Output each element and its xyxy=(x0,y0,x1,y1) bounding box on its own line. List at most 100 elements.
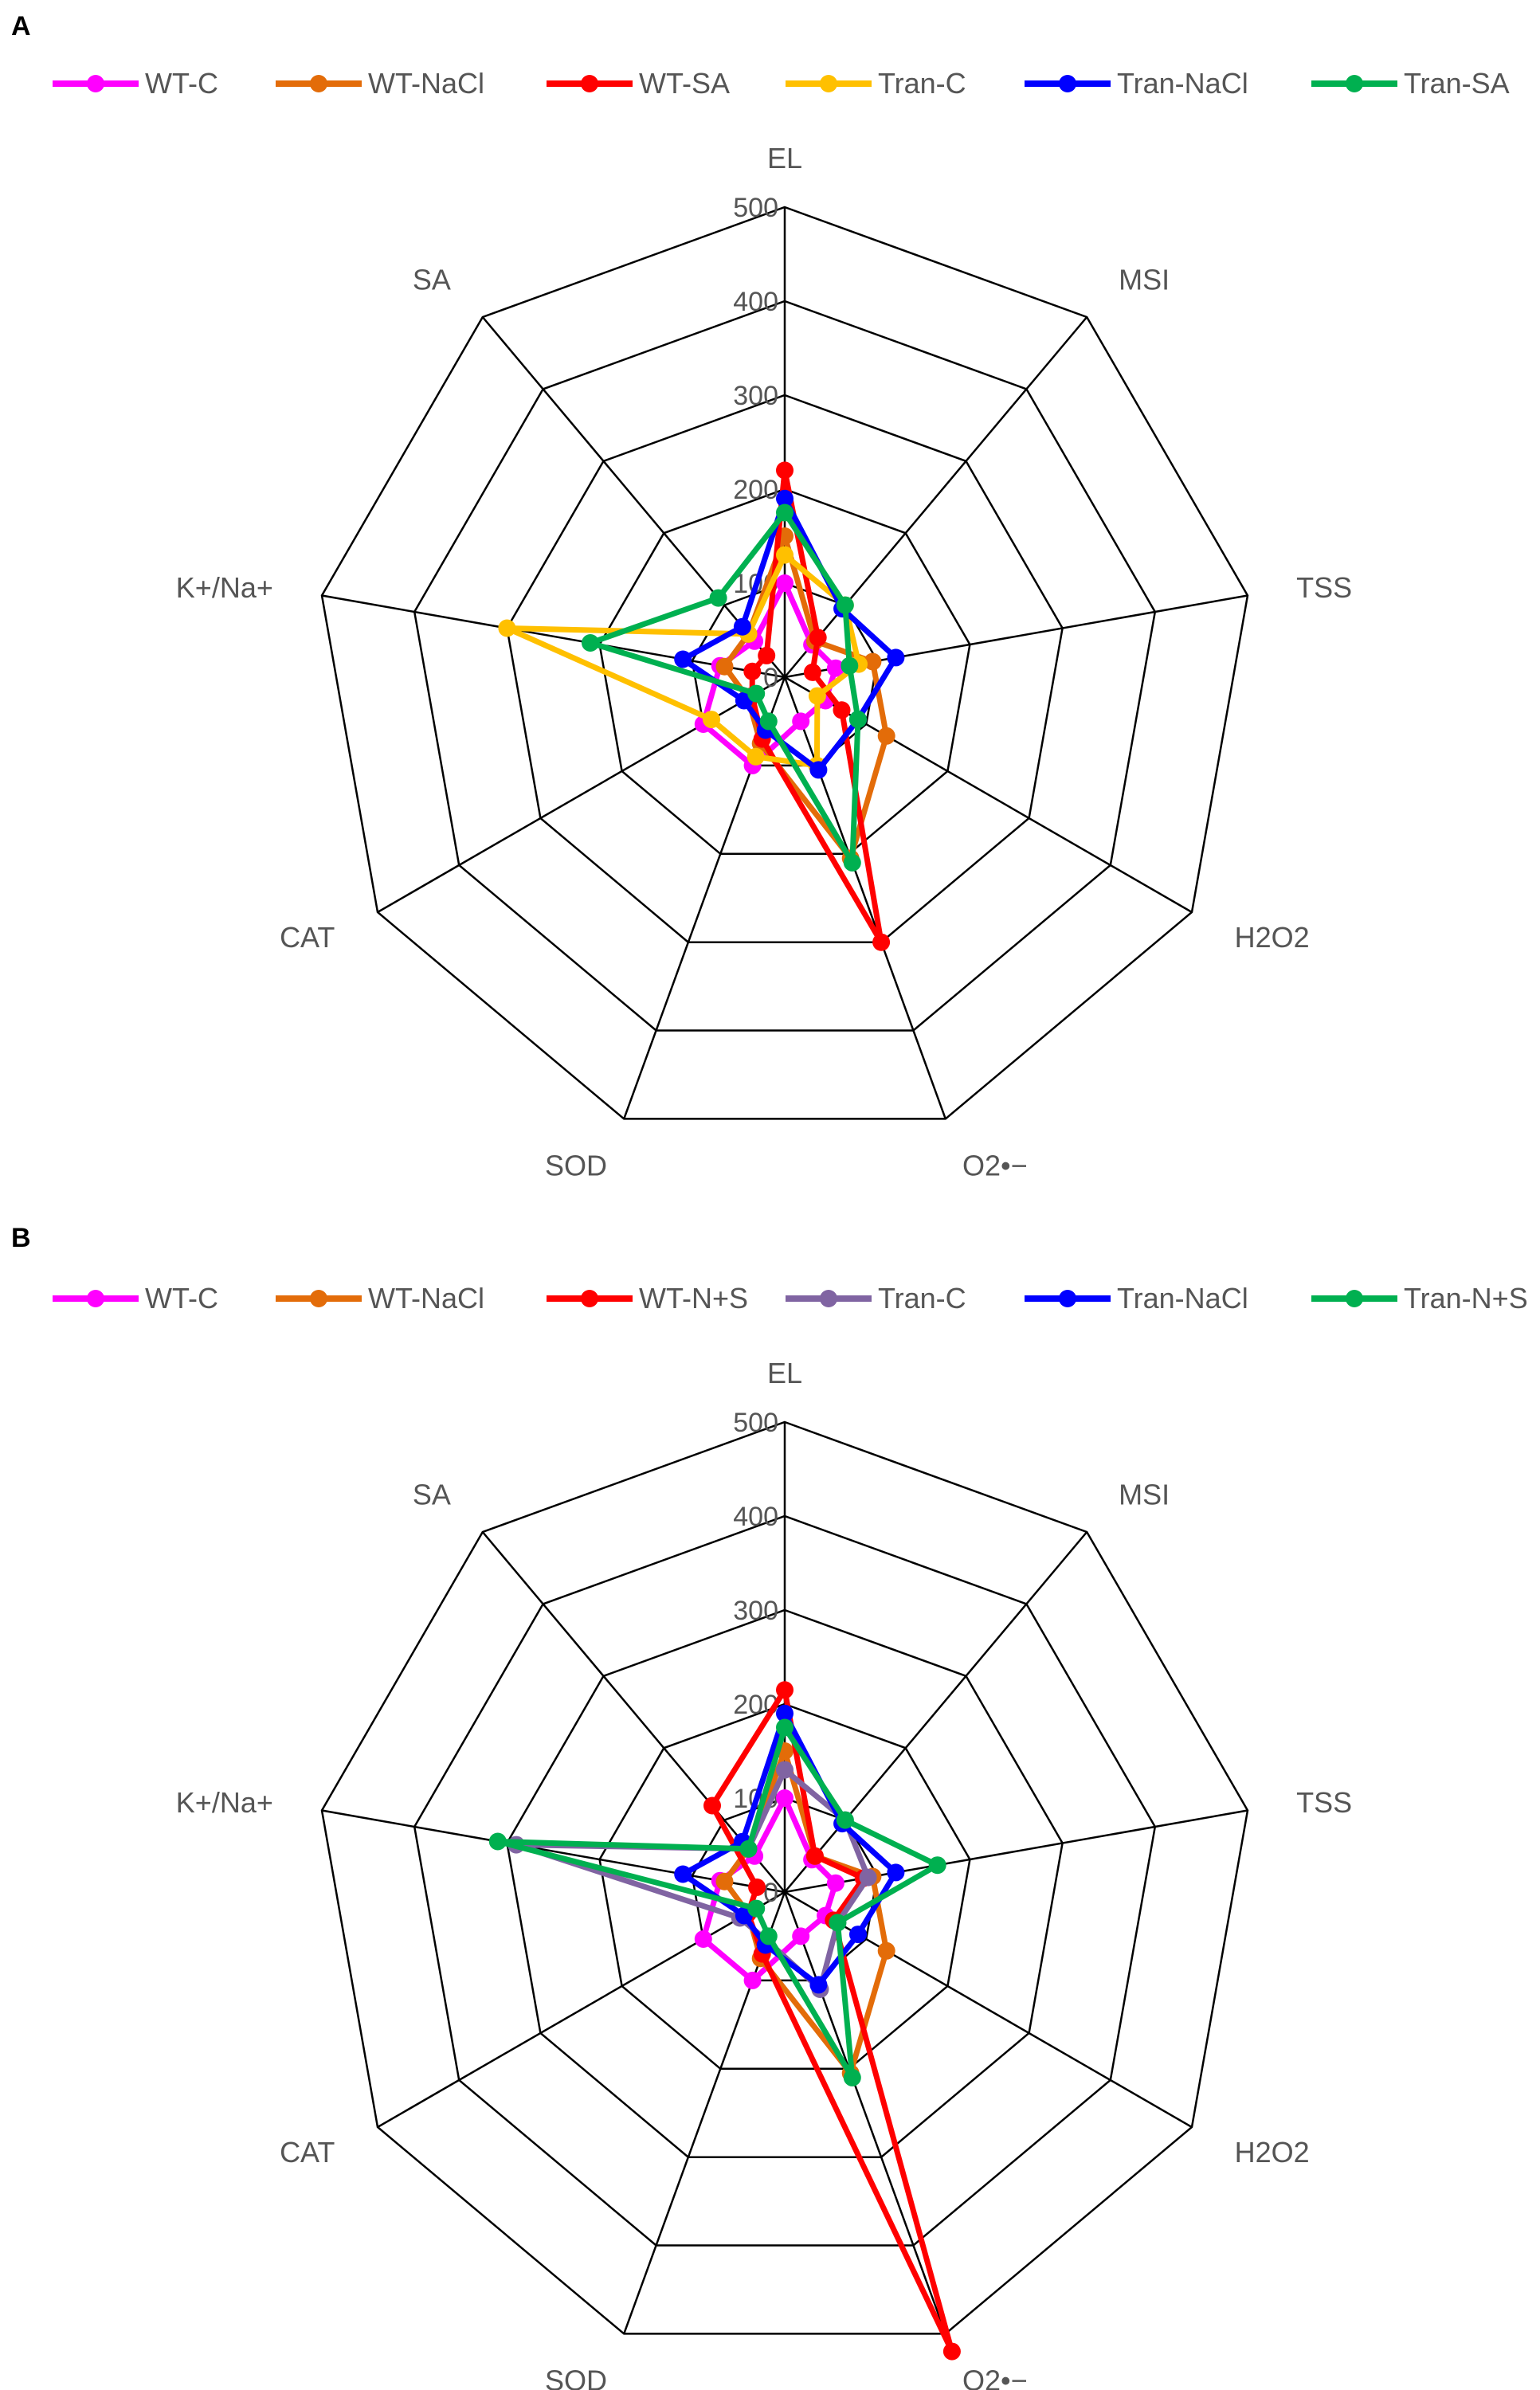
axis-spoke xyxy=(377,676,786,914)
data-point xyxy=(864,652,882,671)
tick-label: 300 xyxy=(733,381,778,411)
data-point xyxy=(928,1856,946,1875)
legend-swatch xyxy=(547,1290,633,1307)
data-point xyxy=(743,1971,762,1989)
axis-label: H2O2 xyxy=(1235,2136,1310,2169)
tick-label: 0 xyxy=(763,1878,778,1908)
data-point xyxy=(776,503,794,522)
legend-item: WT-NaCl xyxy=(271,64,484,104)
data-point xyxy=(674,1865,692,1883)
panel-a: A WT-C WT-NaCl WT-SA Tran-C Tran-NaCl Tran-SA… xyxy=(0,0,1540,1182)
data-point xyxy=(826,1874,844,1892)
grid-ring xyxy=(598,1702,971,2071)
tick-label: 500 xyxy=(733,1408,778,1438)
legend-label: Tran-N+S xyxy=(1404,1282,1528,1314)
data-point xyxy=(877,727,895,745)
series-line xyxy=(680,496,899,773)
data-point xyxy=(809,1976,828,1994)
axis-label: SA xyxy=(413,1479,451,1511)
data-point xyxy=(776,1681,794,1699)
legend-swatch xyxy=(1025,1290,1111,1307)
grid-ring xyxy=(506,1608,1064,2158)
series-line xyxy=(587,510,861,866)
legend-swatch xyxy=(786,1290,872,1307)
tick-label: 500 xyxy=(733,193,778,223)
legend-swatch xyxy=(276,75,362,92)
legend-label: WT-N+S xyxy=(639,1282,749,1314)
data-point xyxy=(709,589,727,607)
data-point xyxy=(776,1718,794,1737)
legend-item: Tran-SA xyxy=(1307,64,1510,104)
panel-b: B WT-C WT-NaCl WT-N+S Tran-C Tran-NaCl Tran-N… xyxy=(0,1175,1540,2390)
data-point xyxy=(748,1878,766,1896)
legend-label: Tran-NaCl xyxy=(1117,67,1248,100)
data-point xyxy=(836,596,854,614)
axis-label: K+/Na+ xyxy=(176,571,273,604)
data-point xyxy=(715,657,734,676)
data-point xyxy=(703,711,720,729)
axis-label: O2•− xyxy=(962,2365,1028,2390)
legend-label: Tran-C xyxy=(878,1282,966,1314)
data-point xyxy=(582,634,599,652)
radar-chart-b: 0100200300400500ELMSITSSH2O2O2•−SODCATK+… xyxy=(176,1357,1352,2390)
data-point xyxy=(776,461,794,480)
data-point xyxy=(942,2342,961,2361)
data-point xyxy=(776,1789,794,1807)
data-point xyxy=(872,933,891,951)
axis-label: SOD xyxy=(545,2365,607,2390)
axis-label: EL xyxy=(767,142,802,174)
axis-label: CAT xyxy=(280,2136,335,2169)
series-group xyxy=(674,489,905,779)
data-point xyxy=(746,747,765,766)
tick-label: 200 xyxy=(733,475,778,505)
data-point xyxy=(809,761,828,779)
radar-chart-a: 0100200300400500ELMSITSSH2O2O2•−SODCATK+… xyxy=(176,142,1352,1182)
data-point xyxy=(841,656,859,675)
legend-label: WT-NaCl xyxy=(368,1282,484,1314)
series-line xyxy=(722,533,890,861)
radar-grid xyxy=(320,206,1249,1120)
data-point xyxy=(859,1868,877,1887)
data-point xyxy=(739,1840,758,1858)
legend-item: Tran-N+S xyxy=(1307,1279,1528,1318)
legend-item: Tran-C xyxy=(781,1279,966,1318)
grid-ring xyxy=(320,1420,1249,2335)
legend-swatch xyxy=(1311,75,1397,92)
panel-label-b: B xyxy=(11,1223,31,1253)
axis-label: CAT xyxy=(280,921,335,954)
data-point xyxy=(776,1761,794,1779)
axis-label: SA xyxy=(413,264,451,296)
data-point xyxy=(877,1941,895,1960)
axis-spoke xyxy=(377,1890,786,2129)
legend-a: WT-C WT-NaCl WT-SA Tran-C Tran-NaCl Tran-SA xyxy=(48,64,1530,104)
data-point xyxy=(694,1930,712,1948)
legend-b: WT-C WT-NaCl WT-N+S Tran-C Tran-NaCl Tran-N+S xyxy=(48,1279,1530,1318)
legend-label: WT-SA xyxy=(639,67,730,100)
legend-label: WT-C xyxy=(145,67,218,100)
panel-label-a: A xyxy=(11,11,31,41)
data-point xyxy=(776,546,794,564)
tick-label: 300 xyxy=(733,1596,778,1626)
grid-ring xyxy=(506,394,1064,943)
data-point xyxy=(887,1863,905,1882)
legend-item: WT-N+S xyxy=(542,1279,748,1318)
legend-label: Tran-C xyxy=(878,67,966,100)
legend-swatch xyxy=(1311,1290,1397,1307)
axis-spoke xyxy=(481,316,786,678)
axis-label: K+/Na+ xyxy=(176,1786,273,1819)
data-point xyxy=(747,684,766,703)
legend-swatch xyxy=(53,75,139,92)
legend-item: WT-C xyxy=(48,64,218,104)
legend-swatch xyxy=(276,1290,362,1307)
data-point xyxy=(488,1832,507,1851)
axis-spoke xyxy=(481,1531,786,1893)
legend-swatch xyxy=(786,75,872,92)
legend-item: WT-SA xyxy=(542,64,730,104)
axis-label: MSI xyxy=(1119,264,1170,296)
grid-ring xyxy=(413,300,1157,1032)
tick-label: 400 xyxy=(733,287,778,317)
axis-spoke xyxy=(321,594,786,679)
data-point xyxy=(887,648,905,667)
axis-label: MSI xyxy=(1119,1479,1170,1511)
data-point xyxy=(776,1704,794,1722)
